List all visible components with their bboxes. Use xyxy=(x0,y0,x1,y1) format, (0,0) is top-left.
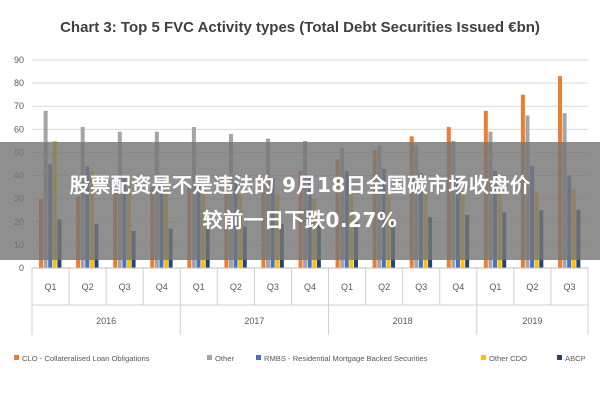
legend-label: Other xyxy=(215,354,234,363)
y-tick-label: 0 xyxy=(19,263,24,273)
y-tick-label: 70 xyxy=(14,101,24,111)
x-tick-label: Q3 xyxy=(415,282,427,292)
x-tick-label: Q2 xyxy=(230,282,242,292)
legend-label: Other CDO xyxy=(489,354,527,363)
year-label: 2017 xyxy=(244,316,264,326)
y-tick-label: 90 xyxy=(14,55,24,65)
overlay-subheadline: 较前一日下跌0.27% xyxy=(202,208,398,232)
x-tick-label: Q1 xyxy=(193,282,205,292)
x-tick-label: Q2 xyxy=(82,282,94,292)
y-tick-label: 60 xyxy=(14,124,24,134)
legend-label: ABCP xyxy=(565,354,586,363)
overlay-headline: 股票配资是不是违法的 9月18日全国碳市场收盘价 xyxy=(69,173,531,197)
x-tick-label: Q3 xyxy=(119,282,131,292)
x-tick-label: Q2 xyxy=(526,282,538,292)
x-tick-label: Q3 xyxy=(563,282,575,292)
legend-swatch xyxy=(256,355,261,360)
year-label: 2016 xyxy=(96,316,116,326)
legend-label: RMBS - Residential Mortgage Backed Secur… xyxy=(264,354,428,363)
legend-label: CLO - Collateralised Loan Obligations xyxy=(22,354,150,363)
year-label: 2018 xyxy=(393,316,413,326)
legend-swatch xyxy=(557,355,562,360)
legend: CLO - Collateralised Loan Obligations Oth… xyxy=(14,354,586,363)
x-tick-label: Q2 xyxy=(378,282,390,292)
x-tick-label: Q4 xyxy=(452,282,464,292)
legend-swatch xyxy=(481,355,486,360)
x-tick-label: Q4 xyxy=(156,282,168,292)
legend-swatch xyxy=(14,355,19,360)
x-tick-label: Q3 xyxy=(267,282,279,292)
legend-swatch xyxy=(207,355,212,360)
y-tick-label: 80 xyxy=(14,78,24,88)
x-tick-label: Q1 xyxy=(489,282,501,292)
overlay-banner xyxy=(0,142,600,260)
year-label: 2019 xyxy=(522,316,542,326)
x-tick-label: Q1 xyxy=(45,282,57,292)
chart-title: Chart 3: Top 5 FVC Activity types (Total… xyxy=(60,19,540,36)
x-tick-label: Q4 xyxy=(304,282,316,292)
x-tick-label: Q1 xyxy=(341,282,353,292)
